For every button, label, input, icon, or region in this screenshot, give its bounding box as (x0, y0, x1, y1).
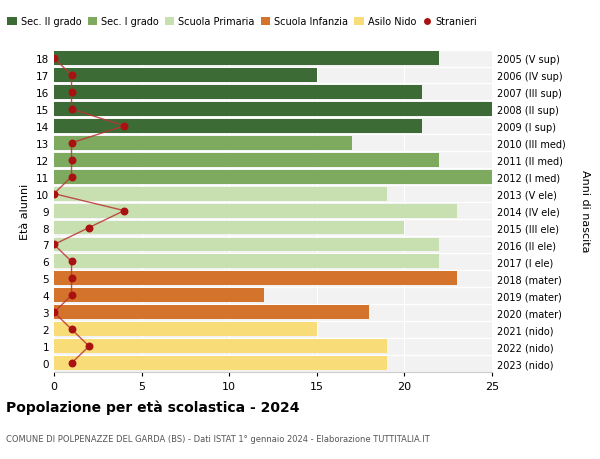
Bar (54, 270, 492, 287)
Point (67, 157, 76, 164)
Bar (54, 67, 492, 84)
Point (119, 207, 129, 215)
Point (84, 224, 94, 232)
Point (67, 326, 76, 333)
Point (67, 106, 76, 113)
Text: COMUNE DI POLPENAZZE DEL GARDA (BS) - Dati ISTAT 1° gennaio 2024 - Elaborazione : COMUNE DI POLPENAZZE DEL GARDA (BS) - Da… (6, 434, 430, 442)
Bar (54, 253, 492, 270)
Bar (54, 135, 492, 152)
Bar (54, 118, 492, 135)
Bar (54, 321, 492, 338)
Bar (54, 304, 492, 321)
Point (67, 275, 76, 282)
Bar (54, 170, 509, 184)
Legend: Sec. II grado, Sec. I grado, Scuola Primaria, Scuola Infanzia, Asilo Nido, Stran: Sec. II grado, Sec. I grado, Scuola Prim… (4, 14, 481, 31)
Bar (54, 306, 370, 319)
Text: Popolazione per età scolastica - 2024: Popolazione per età scolastica - 2024 (6, 399, 299, 414)
Y-axis label: Anni di nascita: Anni di nascita (580, 170, 589, 252)
Point (67, 89, 76, 96)
Bar (54, 186, 492, 203)
Bar (54, 204, 457, 218)
Bar (54, 103, 509, 117)
Point (67, 174, 76, 181)
Bar (54, 338, 492, 355)
Bar (54, 101, 492, 118)
Point (49, 241, 59, 249)
Bar (54, 236, 492, 253)
Bar (54, 169, 492, 186)
Bar (54, 137, 352, 151)
Bar (54, 52, 439, 66)
Point (49, 309, 59, 316)
Point (84, 343, 94, 350)
Point (49, 190, 59, 198)
Point (67, 72, 76, 79)
Point (119, 123, 129, 130)
Bar (54, 340, 387, 353)
Bar (54, 203, 492, 219)
Point (67, 292, 76, 299)
Bar (54, 323, 317, 336)
Bar (54, 153, 439, 168)
Bar (54, 221, 404, 235)
Bar (54, 152, 492, 169)
Bar (54, 84, 492, 101)
Y-axis label: Età alunni: Età alunni (20, 183, 31, 239)
Bar (54, 356, 387, 370)
Bar (54, 86, 422, 100)
Bar (54, 272, 457, 285)
Bar (54, 255, 439, 269)
Point (49, 55, 59, 62)
Point (67, 360, 76, 367)
Bar (54, 238, 439, 252)
Bar (54, 187, 387, 201)
Bar (54, 69, 317, 83)
Point (67, 258, 76, 266)
Bar (54, 355, 492, 372)
Bar (54, 50, 492, 67)
Bar (54, 289, 264, 302)
Bar (54, 120, 422, 134)
Point (67, 140, 76, 147)
Bar (54, 287, 492, 304)
Bar (54, 219, 492, 236)
